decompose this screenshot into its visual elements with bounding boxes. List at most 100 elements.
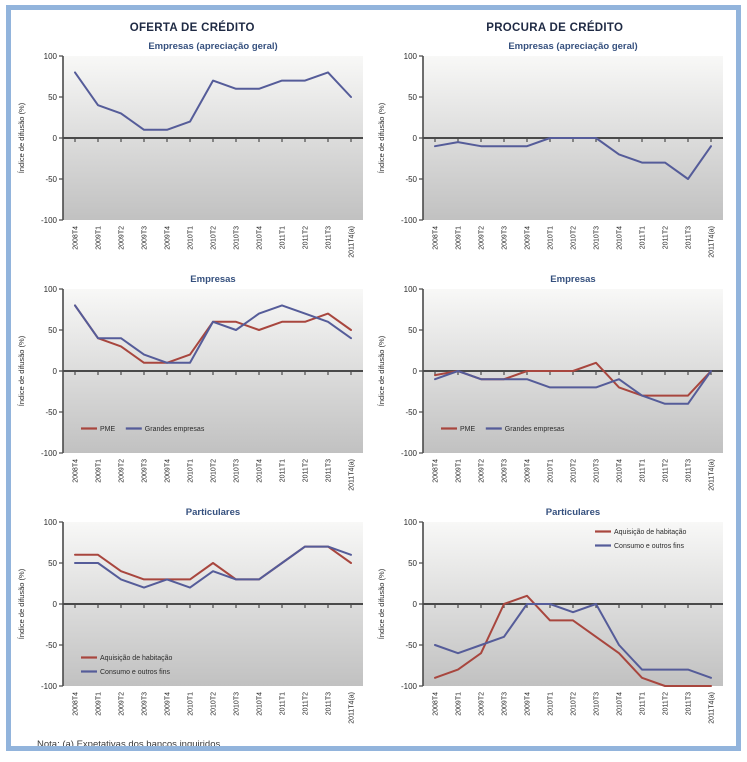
x-tick-label: 2010T1 — [188, 226, 195, 250]
y-tick-label: -100 — [41, 682, 58, 691]
y-tick-label: 50 — [48, 326, 57, 335]
chart-procura-empresas: Empresas Índice de difusão (%) 100 50 0 -50 -1… — [375, 269, 735, 500]
y-axis-label: Índice de difusão (%) — [17, 102, 26, 173]
y-axis-label: Índice de difusão (%) — [377, 102, 386, 173]
series-line-consumo-e-outros-fins — [74, 545, 352, 589]
legend-label-grandes-empresas: Grandes empresas — [504, 426, 564, 433]
y-tick-label: 50 — [408, 559, 417, 568]
x-tick-label: 2009T1 — [96, 226, 103, 250]
y-axis-label: Índice de difusão (%) — [17, 335, 26, 406]
y-tick-label: -100 — [400, 449, 417, 458]
y-tick-label: -100 — [41, 216, 58, 225]
x-tick-label: 2011T4(a) — [708, 692, 715, 724]
x-tick-label: 2010T4 — [257, 692, 264, 716]
x-tick-label: 2010T2 — [211, 226, 218, 250]
x-tick-label: 2010T1 — [547, 226, 554, 250]
x-tick-label: 2009T3 — [501, 459, 508, 483]
y-tick-label: -50 — [405, 641, 417, 650]
series-line-grandes-empresas — [433, 370, 712, 405]
column-title-oferta: OFERTA DE CRÉDITO — [129, 22, 255, 34]
chart-svg: Empresas (apreciação geral) Índice de dif… — [377, 41, 723, 258]
y-axis-label: Índice de difusão (%) — [377, 335, 386, 406]
y-tick-label: -50 — [45, 641, 57, 650]
chart-title: Empresas (apreciação geral) — [508, 41, 637, 52]
y-tick-label: -50 — [45, 175, 57, 184]
x-tick-label: 2009T1 — [455, 226, 462, 250]
legend-label-pme: PME — [100, 426, 116, 433]
x-tick-label: 2011T2 — [662, 226, 669, 249]
y-tick-label: 0 — [53, 134, 58, 143]
x-tick-label: 2011T3 — [685, 459, 692, 482]
x-tick-label: 2010T4 — [616, 226, 623, 250]
y-tick-label: 50 — [48, 93, 57, 102]
y-tick-label: 100 — [403, 285, 417, 294]
x-tick-label: 2010T1 — [547, 459, 554, 483]
x-tick-label: 2011T4(a) — [708, 459, 715, 491]
chart-title: Empresas — [190, 274, 235, 285]
y-tick-label: 100 — [403, 518, 417, 527]
x-tick-label: 2009T2 — [119, 692, 126, 716]
chart-oferta-particulares: Particulares Índice de difusão (%) 100 50 0 -… — [15, 502, 375, 733]
footnote: Nota: (a) Expetativas dos bancos inquiri… — [37, 739, 223, 750]
y-tick-label: 0 — [53, 600, 58, 609]
x-tick-label: 2011T3 — [326, 692, 333, 715]
x-tick-label: 2008T4 — [73, 226, 80, 250]
x-tick-label: 2009T2 — [478, 226, 485, 250]
x-tick-label: 2010T3 — [234, 459, 241, 483]
x-tick-label: 2009T3 — [501, 692, 508, 716]
y-tick-label: 100 — [403, 52, 417, 61]
x-tick-label: 2010T2 — [211, 692, 218, 716]
x-tick-label: 2010T2 — [570, 459, 577, 483]
x-tick-label: 2011T4(a) — [349, 692, 356, 724]
chart-title: Empresas (apreciação geral) — [148, 41, 277, 52]
series-line-grandes-empresas — [74, 304, 352, 364]
x-tick-label: 2011T2 — [662, 459, 669, 482]
column-title-procura: PROCURA DE CRÉDITO — [486, 22, 624, 34]
chart-svg: Empresas Índice de difusão (%) 100 50 0 -50 -1… — [17, 274, 363, 491]
x-tick-label: 2010T2 — [570, 692, 577, 716]
y-tick-label: -100 — [400, 216, 417, 225]
column-headers: OFERTA DE CRÉDITO PROCURA DE CRÉDITO — [11, 22, 736, 34]
x-tick-label: 2009T3 — [501, 226, 508, 250]
series-line-serie — [74, 71, 352, 131]
chart-oferta-empresas-geral: Empresas (apreciação geral) Índice de dif… — [15, 36, 375, 267]
x-tick-label: 2010T4 — [257, 459, 264, 483]
x-tick-label: 2010T3 — [234, 226, 241, 250]
y-tick-label: -100 — [41, 449, 58, 458]
x-tick-label: 2008T4 — [432, 459, 439, 483]
y-tick-label: 100 — [44, 285, 58, 294]
y-axis-label: Índice de difusão (%) — [377, 568, 386, 639]
x-tick-label: 2011T1 — [280, 226, 287, 249]
x-tick-label: 2009T1 — [96, 459, 103, 483]
y-tick-label: -100 — [400, 682, 417, 691]
legend-label-pme: PME — [460, 426, 476, 433]
chart-svg: Empresas Índice de difusão (%) 100 50 0 -50 -1… — [377, 274, 723, 491]
x-tick-label: 2009T4 — [165, 692, 172, 716]
series-line-aquisicao-de-habitacao — [433, 594, 712, 687]
x-tick-label: 2009T4 — [524, 459, 531, 483]
x-tick-label: 2009T4 — [165, 459, 172, 483]
chart-procura-particulares: Particulares Índice de difusão (%) 100 50 0 -… — [375, 502, 735, 733]
x-tick-label: 2010T1 — [547, 692, 554, 716]
x-tick-label: 2011T3 — [685, 692, 692, 715]
x-tick-label: 2008T4 — [432, 692, 439, 716]
series-line-consumo-e-outros-fins — [433, 603, 712, 679]
x-tick-label: 2009T4 — [524, 226, 531, 250]
x-tick-label: 2011T1 — [639, 459, 646, 482]
x-tick-label: 2009T2 — [478, 459, 485, 483]
x-tick-label: 2011T1 — [280, 459, 287, 482]
chart-svg: Particulares Índice de difusão (%) 100 50 0 -… — [377, 507, 723, 724]
x-tick-label: 2009T3 — [142, 226, 149, 250]
x-tick-label: 2011T3 — [326, 226, 333, 249]
chart-title: Particulares — [545, 507, 599, 518]
y-tick-label: 0 — [412, 367, 417, 376]
x-tick-label: 2010T3 — [593, 226, 600, 250]
x-tick-label: 2009T1 — [455, 459, 462, 483]
series-line-serie — [433, 137, 712, 180]
x-tick-label: 2009T3 — [142, 459, 149, 483]
y-axis-label: Índice de difusão (%) — [17, 568, 26, 639]
x-tick-label: 2009T4 — [165, 226, 172, 250]
x-tick-label: 2008T4 — [73, 459, 80, 483]
x-tick-label: 2009T2 — [119, 459, 126, 483]
